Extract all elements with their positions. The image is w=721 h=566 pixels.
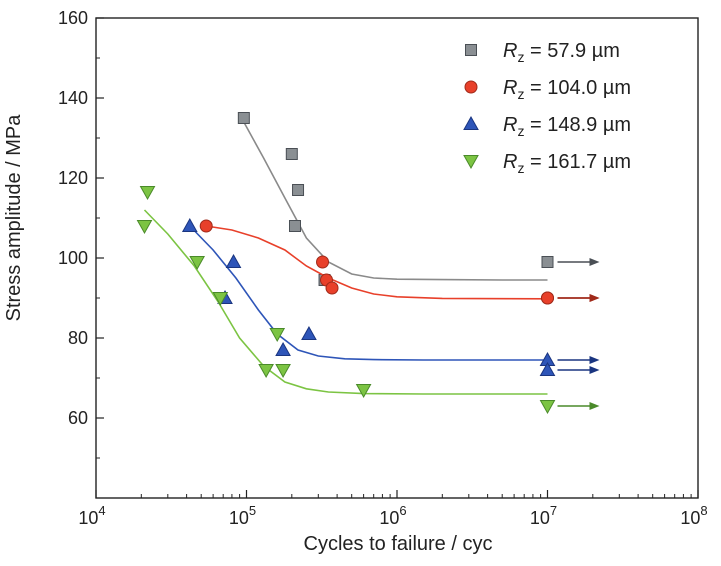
legend-marker bbox=[464, 80, 478, 94]
runout-arrowhead bbox=[589, 294, 600, 302]
data-point bbox=[189, 256, 206, 271]
fit-curve bbox=[143, 209, 548, 395]
legend-marker bbox=[463, 155, 479, 170]
data-point bbox=[355, 384, 372, 399]
x-tick-label: 104 bbox=[78, 503, 105, 528]
data-point bbox=[237, 112, 250, 124]
legend-label: Rz = 57.9 µm bbox=[503, 40, 620, 65]
data-point bbox=[212, 292, 229, 307]
runout-arrowhead bbox=[589, 366, 600, 374]
legend-marker bbox=[463, 115, 479, 130]
data-point bbox=[225, 253, 242, 268]
y-tick-label: 140 bbox=[58, 88, 88, 108]
series-2 bbox=[181, 217, 600, 376]
y-tick-label: 60 bbox=[68, 408, 88, 428]
fit-curve bbox=[206, 225, 548, 300]
legend: Rz = 57.9 µm Rz = 104.0 µm Rz = 148.9 µm Rz… bbox=[463, 40, 631, 176]
data-point bbox=[301, 325, 317, 340]
data-point bbox=[275, 364, 291, 379]
y-tick-label: 160 bbox=[58, 8, 88, 28]
series-0 bbox=[237, 112, 600, 286]
legend-entry: Rz = 104.0 µm bbox=[464, 77, 631, 102]
fit-curve bbox=[189, 225, 548, 361]
data-point bbox=[136, 220, 153, 235]
data-point bbox=[199, 219, 213, 233]
legend-entry: Rz = 148.9 µm bbox=[463, 114, 631, 139]
legend-marker bbox=[465, 44, 477, 56]
x-tick-label: 106 bbox=[379, 503, 406, 528]
plot-area bbox=[136, 112, 600, 415]
data-point bbox=[316, 255, 330, 269]
y-tick-label: 100 bbox=[58, 248, 88, 268]
legend-entry: Rz = 57.9 µm bbox=[465, 40, 620, 65]
y-tick-label: 120 bbox=[58, 168, 88, 188]
data-point bbox=[269, 328, 286, 343]
x-axis-label: Cycles to failure / cyc bbox=[304, 533, 493, 555]
data-point bbox=[285, 148, 298, 160]
data-point bbox=[181, 217, 198, 232]
x-tick-label: 108 bbox=[680, 503, 707, 528]
fit-curve bbox=[243, 121, 548, 281]
data-point bbox=[325, 281, 339, 295]
y-tick-label: 80 bbox=[68, 328, 88, 348]
legend-label: Rz = 148.9 µm bbox=[503, 114, 631, 139]
series-1 bbox=[199, 219, 600, 305]
x-tick-label: 105 bbox=[229, 503, 256, 528]
data-point bbox=[275, 341, 291, 356]
series-3 bbox=[136, 186, 600, 415]
legend-label: Rz = 161.7 µm bbox=[503, 151, 631, 176]
data-point bbox=[292, 184, 305, 196]
runout-arrowhead bbox=[589, 258, 600, 266]
data-point bbox=[539, 361, 556, 376]
legend-label: Rz = 104.0 µm bbox=[503, 77, 631, 102]
runout-arrowhead bbox=[589, 402, 600, 410]
data-point bbox=[288, 220, 301, 232]
x-tick-label: 107 bbox=[530, 503, 557, 528]
runout-arrowhead bbox=[589, 356, 600, 364]
legend-entry: Rz = 161.7 µm bbox=[463, 151, 631, 176]
data-point bbox=[541, 256, 554, 268]
data-point bbox=[258, 364, 274, 379]
data-point bbox=[541, 291, 554, 305]
data-point bbox=[539, 400, 556, 415]
y-axis-label: Stress amplitude / MPa bbox=[3, 114, 25, 322]
data-point bbox=[139, 186, 156, 201]
axes: 60 80 100 120 140 160 104 105 106 107 108 bbox=[58, 8, 708, 528]
